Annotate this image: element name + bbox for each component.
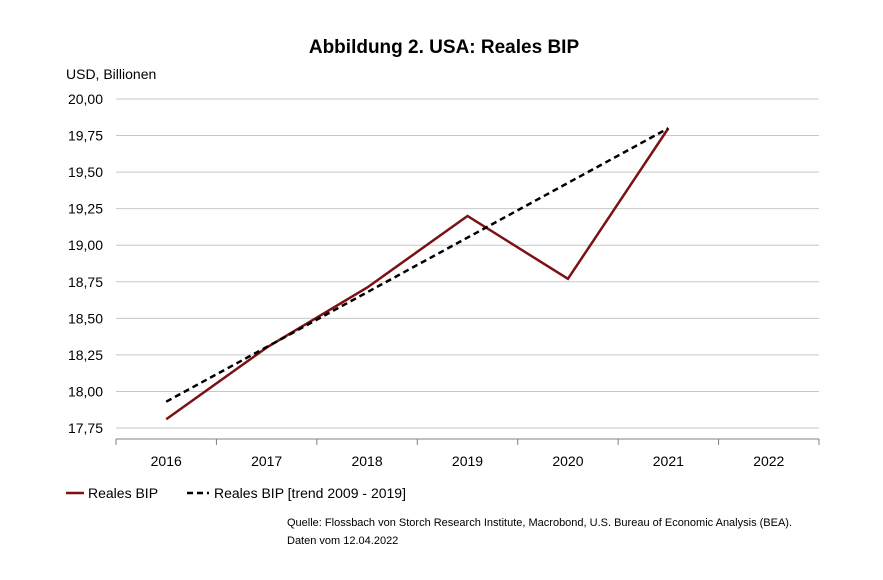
legend: Reales BIP Reales BIP [trend 2009 - 2019] bbox=[66, 485, 406, 501]
y-axis-label: USD, Billionen bbox=[66, 66, 156, 82]
x-tick-label: 2019 bbox=[452, 453, 483, 469]
grid-lines bbox=[116, 98, 819, 429]
y-tick-labels: 20,00 19,75 19,50 19,25 19,00 18,75 18,50 18,25… bbox=[68, 91, 103, 436]
y-tick-label: 19,75 bbox=[68, 128, 103, 144]
y-tick-label: 19,25 bbox=[68, 201, 103, 217]
y-tick-label: 17,75 bbox=[68, 420, 103, 436]
y-tick-label: 18,75 bbox=[68, 274, 103, 290]
x-tick-label: 2022 bbox=[753, 453, 784, 469]
x-tick-label: 2018 bbox=[351, 453, 382, 469]
source-line-1: Quelle: Flossbach von Storch Research In… bbox=[287, 517, 792, 529]
chart-title: Abbildung 2. USA: Reales BIP bbox=[309, 37, 580, 58]
series-line-reales-bip bbox=[165, 127, 670, 421]
x-tick-label: 2016 bbox=[151, 453, 182, 469]
legend-label: Reales BIP [trend 2009 - 2019] bbox=[214, 485, 406, 501]
x-tick-label: 2017 bbox=[251, 453, 282, 469]
y-tick-label: 19,00 bbox=[68, 237, 103, 253]
y-tick-label: 18,25 bbox=[68, 347, 103, 363]
series-line-trend bbox=[165, 127, 669, 403]
y-tick-label: 18,50 bbox=[68, 310, 103, 326]
series-lines bbox=[165, 127, 670, 421]
source-line-2: Daten vom 12.04.2022 bbox=[287, 535, 398, 547]
x-axis: 2016 2017 2018 2019 2020 2021 2022 bbox=[115, 438, 820, 469]
y-tick-label: 19,50 bbox=[68, 164, 103, 180]
legend-label: Reales BIP bbox=[88, 485, 158, 501]
x-tick-label: 2021 bbox=[653, 453, 684, 469]
x-tick-label: 2020 bbox=[552, 453, 583, 469]
y-tick-label: 18,00 bbox=[68, 383, 103, 399]
y-tick-label: 20,00 bbox=[68, 91, 103, 107]
